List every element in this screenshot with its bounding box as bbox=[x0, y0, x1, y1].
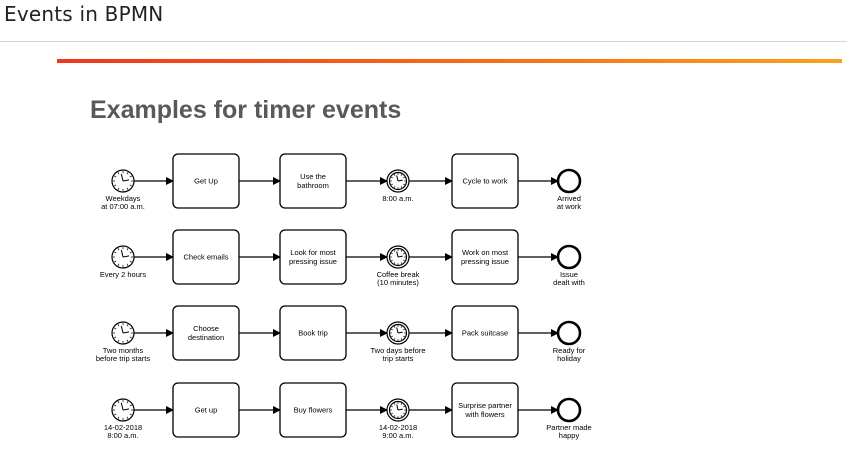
intermediate-event-label: 9:00 a.m. bbox=[382, 431, 413, 440]
end-event-label: Issue bbox=[560, 270, 578, 279]
end-event-icon bbox=[556, 397, 582, 423]
end-event-label: happy bbox=[559, 431, 580, 440]
timer-intermediate-event-icon bbox=[386, 321, 410, 345]
end-event-label: dealt with bbox=[553, 278, 585, 287]
start-event-label: at 07:00 a.m. bbox=[101, 202, 145, 211]
task-2-label: Book trip bbox=[298, 329, 328, 338]
task-3-label: Surprise partner bbox=[458, 401, 512, 410]
end-event-label: Partner made bbox=[546, 423, 591, 432]
header-divider bbox=[0, 41, 847, 42]
start-event-label: Two months bbox=[103, 346, 144, 355]
slide-heading: Examples for timer events bbox=[90, 96, 402, 124]
end-event-label: at work bbox=[557, 202, 581, 211]
task-3-label: Pack suitcase bbox=[462, 329, 508, 338]
intermediate-event-label: trip starts bbox=[383, 354, 414, 363]
task-1-label: destination bbox=[188, 333, 224, 342]
intermediate-event-label: 8:00 a.m. bbox=[382, 194, 413, 203]
end-event-icon bbox=[556, 168, 582, 194]
end-event-label: Ready for bbox=[553, 346, 586, 355]
task-2: Book trip bbox=[279, 305, 347, 361]
page-title: Events in BPMN bbox=[4, 2, 164, 26]
task-1-label: Get up bbox=[195, 406, 218, 415]
timer-intermediate-event-icon bbox=[386, 398, 410, 422]
task-3-label: Work on most bbox=[462, 248, 509, 257]
intermediate-event-label: Two days before bbox=[370, 346, 425, 355]
task-2-label: Look for most bbox=[290, 248, 336, 257]
intermediate-event-label: (10 minutes) bbox=[377, 278, 419, 287]
timer-start-event-icon bbox=[111, 398, 135, 422]
end-event-label: holiday bbox=[557, 354, 581, 363]
task-1-label: Check emails bbox=[183, 253, 228, 262]
timer-start-event-icon bbox=[111, 321, 135, 345]
task-3-label: pressing issue bbox=[461, 257, 509, 266]
intermediate-event-label: 14-02-2018 bbox=[379, 423, 417, 432]
timer-intermediate-event-icon bbox=[386, 169, 410, 193]
task-1: Get Up bbox=[172, 153, 240, 209]
start-event-label: Weekdays bbox=[106, 194, 141, 203]
task-2-label: Buy flowers bbox=[294, 406, 333, 415]
task-3-label: Cycle to work bbox=[462, 177, 507, 186]
task-2-label: Use the bbox=[300, 172, 326, 181]
timer-start-event-icon bbox=[111, 245, 135, 269]
task-2: Buy flowers bbox=[279, 382, 347, 438]
task-2-label: bathroom bbox=[297, 181, 329, 190]
task-3: Cycle to work bbox=[451, 153, 519, 209]
end-event-icon bbox=[556, 244, 582, 270]
timer-intermediate-event-icon bbox=[386, 245, 410, 269]
task-1-label: Get Up bbox=[194, 177, 218, 186]
accent-bar bbox=[57, 59, 842, 63]
start-event-label: 8:00 a.m. bbox=[107, 431, 138, 440]
task-3: Pack suitcase bbox=[451, 305, 519, 361]
intermediate-event-label: Coffee break bbox=[377, 270, 420, 279]
start-event-label: 14-02-2018 bbox=[104, 423, 142, 432]
task-3-label: with flowers bbox=[464, 410, 504, 419]
timer-start-event-icon bbox=[111, 169, 135, 193]
task-1: Check emails bbox=[172, 229, 240, 285]
task-1: Get up bbox=[172, 382, 240, 438]
start-event-label: Every 2 hours bbox=[100, 270, 147, 279]
task-2-label: pressing issue bbox=[289, 257, 337, 266]
end-event-label: Arrived bbox=[557, 194, 581, 203]
task-1-label: Choose bbox=[193, 324, 219, 333]
start-event-label: before trip starts bbox=[96, 354, 150, 363]
end-event-icon bbox=[556, 320, 582, 346]
